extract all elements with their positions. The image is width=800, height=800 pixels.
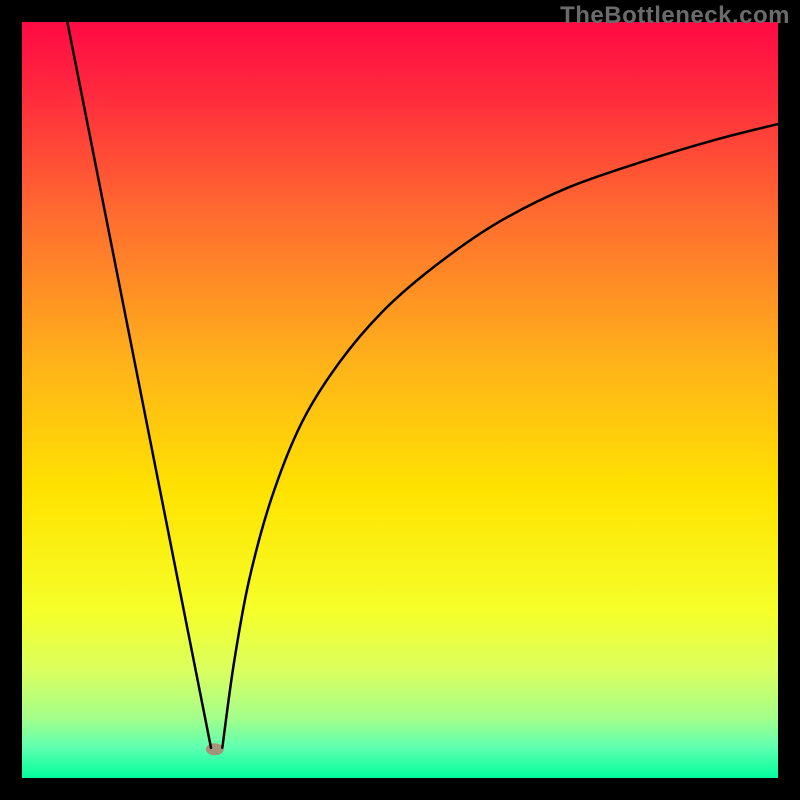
vertex-marker	[206, 743, 224, 755]
plot-background	[22, 22, 778, 778]
watermark-text: TheBottleneck.com	[560, 2, 790, 30]
chart-frame	[0, 0, 800, 800]
chart-svg	[0, 0, 800, 800]
